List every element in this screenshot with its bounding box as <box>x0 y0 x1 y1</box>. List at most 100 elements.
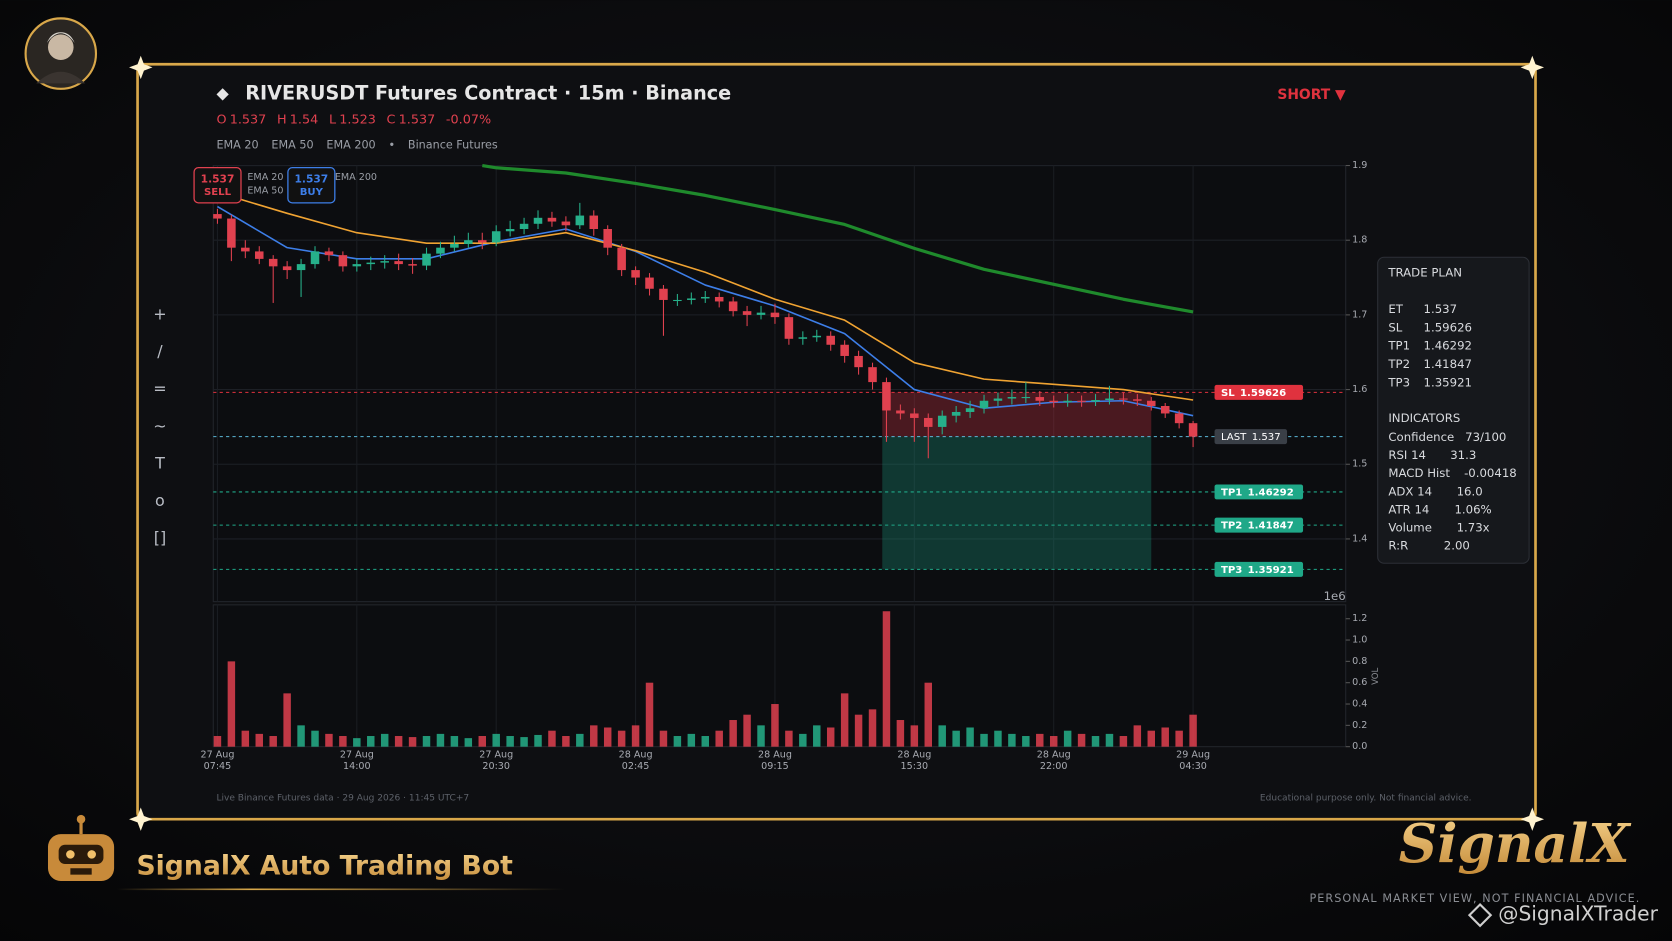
candle-body <box>464 240 473 244</box>
volume-bar <box>478 736 486 747</box>
volume-bar <box>562 736 570 747</box>
candle-body <box>254 251 264 259</box>
volume-bar <box>394 736 403 747</box>
x-tick-label: 28 Aug <box>897 750 931 761</box>
volume-bar <box>283 693 291 747</box>
volume-bar <box>1175 730 1183 747</box>
volume-bar <box>757 725 765 747</box>
indicator-value: 73/100 <box>1465 430 1506 444</box>
volume-bar <box>367 736 375 747</box>
candle-body <box>812 335 822 338</box>
volume-bar <box>966 727 974 747</box>
level-label: TP2 1.41847 <box>1221 521 1294 532</box>
candle-body <box>561 221 571 226</box>
x-tick-label: 27 Aug <box>340 750 374 761</box>
order-side: SELL <box>204 187 232 198</box>
volume-bar <box>1063 730 1072 747</box>
ohlc-name: H <box>277 112 287 127</box>
bot-name: SignalX Auto Trading Bot <box>136 851 513 882</box>
tool-button[interactable]: o <box>155 491 165 510</box>
x-tick-label: 04:30 <box>1179 761 1207 772</box>
volume-bar <box>1119 736 1128 747</box>
volume-bar <box>1077 733 1086 747</box>
x-tick-label: 07:45 <box>204 761 232 772</box>
candle-body <box>756 312 766 315</box>
order-box[interactable] <box>193 167 242 204</box>
y-tick-label: 1.8 <box>1352 235 1367 246</box>
volume-bar <box>1105 733 1114 747</box>
volume-bar <box>1133 725 1142 747</box>
level-tag <box>1214 429 1288 445</box>
level-tag <box>1214 561 1304 577</box>
level-tag <box>1214 484 1304 500</box>
plan-value: 1.59626 <box>1424 320 1472 334</box>
volume-bar <box>1008 733 1016 747</box>
plan-name: SL <box>1388 320 1402 334</box>
x-tick-label: 20:30 <box>482 761 510 772</box>
candle-body <box>1021 397 1031 399</box>
volume-bar <box>882 611 891 747</box>
tool-button[interactable]: [] <box>154 528 166 547</box>
candle-body <box>1007 397 1017 399</box>
y-tick-label: 1.6 <box>1352 384 1367 395</box>
avatar <box>24 17 98 90</box>
candle-body <box>701 296 710 299</box>
candle-body <box>213 214 222 219</box>
ohlc-value: 1.54 <box>290 112 318 127</box>
volume-bar <box>617 730 626 747</box>
volume-bar <box>840 693 849 747</box>
volume-bar <box>339 736 347 747</box>
candle-body <box>227 218 236 248</box>
candle-body <box>282 266 292 271</box>
level-value: 1.46292 <box>1248 487 1294 498</box>
vol-tick-label: 0.4 <box>1352 699 1367 710</box>
tool-button[interactable]: = <box>153 379 166 398</box>
level-value: 1.35921 <box>1248 565 1294 576</box>
trade-zone <box>882 436 1152 570</box>
plan-name: TP2 <box>1387 357 1410 371</box>
candle-body <box>1174 413 1184 424</box>
tool-button[interactable]: / <box>157 342 163 361</box>
handle: @SignalXTrader <box>1498 902 1658 926</box>
candle-body <box>854 355 863 368</box>
candle-body <box>1188 423 1198 437</box>
ohlc-name: L <box>329 112 337 127</box>
indicator-value: 1.06% <box>1454 502 1491 516</box>
candle-body <box>659 288 668 300</box>
volume-bar <box>701 736 709 747</box>
volume-bar <box>548 730 556 747</box>
ema-line <box>217 205 1194 417</box>
tool-button[interactable]: ~ <box>153 416 166 435</box>
candle-body <box>1147 400 1156 406</box>
legend-separator: • <box>388 138 395 151</box>
order-box[interactable] <box>287 167 336 204</box>
indicator-name: Confidence <box>1388 430 1454 444</box>
candle-body <box>798 337 808 339</box>
volume-bar <box>896 720 905 747</box>
y-tick-label: 1.4 <box>1352 533 1367 544</box>
candle-body <box>241 247 250 252</box>
x-tick-label: 22:00 <box>1040 761 1068 772</box>
indicator-value: -0.00418 <box>1464 466 1517 480</box>
candle-body <box>1119 398 1128 400</box>
footer-right: Educational purpose only. Not financial … <box>1260 793 1472 803</box>
legend-entry: EMA 200 <box>326 138 375 151</box>
candle-body <box>937 415 947 427</box>
volume-bar <box>1049 736 1058 747</box>
trade-plan-box <box>1377 256 1530 564</box>
x-tick-label: 09:15 <box>761 761 789 772</box>
volume-bar <box>673 736 682 747</box>
side-badge[interactable]: SHORT ▼ <box>1277 87 1346 103</box>
indicator-name: ATR 14 <box>1388 502 1429 516</box>
indicator-name: MACD Hist <box>1388 466 1450 480</box>
candle-body <box>617 247 626 271</box>
candle-body <box>1160 405 1170 414</box>
plan-name: TP3 <box>1387 375 1410 389</box>
plan-title: TRADE PLAN <box>1387 266 1462 280</box>
tool-button[interactable]: + <box>153 304 166 323</box>
candle-body <box>296 264 306 271</box>
volume-bar <box>492 733 500 747</box>
tool-button[interactable]: T <box>154 454 165 473</box>
candle-body <box>547 217 557 222</box>
